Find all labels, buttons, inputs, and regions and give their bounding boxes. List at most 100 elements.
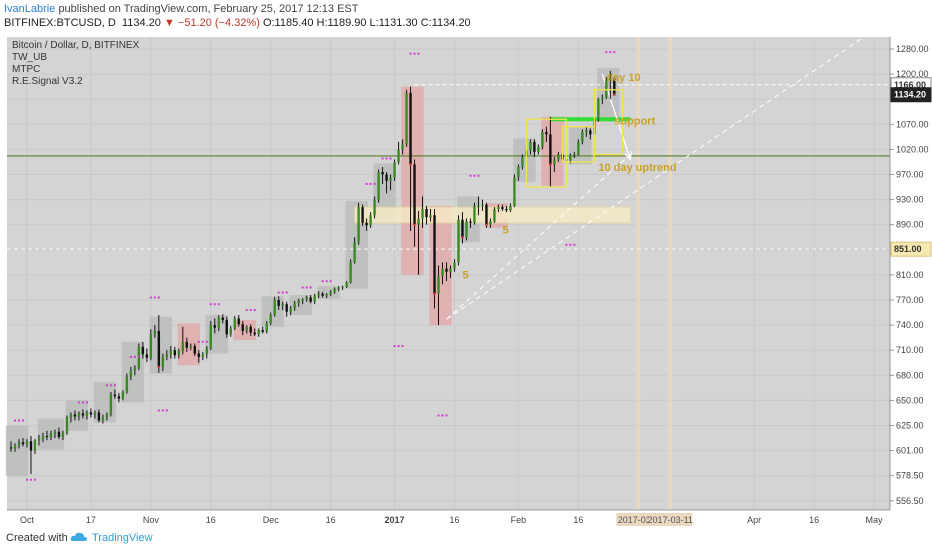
candle-body: [97, 412, 101, 421]
candle-marker: [549, 163, 552, 166]
candle-body: [401, 144, 404, 150]
candle-body: [381, 171, 384, 175]
vertical-markers: [636, 37, 673, 510]
x-tick-label: Feb: [511, 515, 527, 525]
candle-body: [489, 221, 492, 225]
candle-body: [321, 293, 324, 296]
candle-body: [9, 447, 13, 449]
period-block: [261, 296, 284, 327]
y-tick-label: 1280.00: [896, 44, 929, 54]
y-tick-label: 970.00: [896, 170, 924, 180]
x-tick-label: 2017: [385, 515, 405, 525]
candle-body: [461, 219, 464, 238]
candle-body: [589, 130, 592, 135]
candle-body: [273, 300, 276, 316]
candle-body: [333, 288, 336, 292]
candle-body: [109, 394, 113, 415]
candle-body: [341, 286, 344, 288]
candle-body: [441, 268, 444, 277]
candle-body: [101, 417, 105, 421]
candle-body: [125, 376, 129, 393]
signal-dot: [157, 409, 160, 412]
candle-body: [449, 268, 452, 272]
x-tick-label: Nov: [143, 515, 160, 525]
candle-body: [173, 350, 177, 356]
candle-body: [389, 177, 392, 181]
price-label-box: [890, 241, 932, 257]
signal-dot: [381, 157, 384, 160]
candle-body: [357, 207, 360, 243]
candle-body: [105, 414, 109, 418]
signal-dot: [157, 296, 160, 299]
author-link[interactable]: IvanLabrie: [4, 3, 56, 15]
candle-body: [417, 218, 420, 225]
period-block: [289, 294, 312, 316]
legend-item: MTPC: [12, 64, 40, 75]
signal-dot: [21, 419, 24, 422]
date-marker-label: 2017-03-0: [618, 515, 659, 525]
y-tick-label: 710.00: [896, 345, 924, 355]
signal-dot: [325, 280, 328, 283]
candle-body: [117, 396, 121, 399]
signal-dot: [253, 309, 256, 312]
candle-body: [197, 353, 200, 357]
candle-body: [121, 392, 125, 399]
candle-body: [161, 356, 165, 367]
ohlc-values: O:1185.40 H:1189.90 L:1131.30 C:1134.20: [262, 17, 471, 29]
candle-body: [465, 221, 468, 238]
candle-body: [457, 219, 460, 263]
x-tick-label: 16: [326, 515, 336, 525]
candle-body: [485, 204, 488, 225]
annotation-label: 5: [502, 225, 508, 237]
price-chart[interactable]: day 10 support 10 day uptrend 5 5 1280.00 120…: [0, 34, 932, 526]
signal-dot: [129, 355, 132, 358]
candle-body: [573, 154, 576, 156]
candle-body: [233, 318, 236, 329]
signal-dot: [213, 303, 216, 306]
x-tick-label: May: [866, 515, 884, 525]
signal-dot: [385, 157, 388, 160]
candle-body: [65, 417, 69, 433]
date-marker-box: [648, 513, 693, 526]
candle-body: [329, 291, 332, 295]
publish-info: IvanLabrie published on TradingView.com,…: [4, 3, 358, 15]
period-block: [121, 341, 145, 403]
signal-dot: [281, 291, 284, 294]
candle-body: [557, 154, 560, 160]
price-label-box: [890, 87, 932, 103]
x-tick-label: 16: [206, 515, 216, 525]
candle-body: [209, 325, 212, 349]
signal-dot: [609, 51, 612, 54]
candle-body: [393, 161, 396, 178]
signal-dot: [445, 414, 448, 417]
candle-body: [349, 262, 352, 283]
y-tick-label: 650.00: [896, 395, 924, 405]
candle-body: [297, 300, 300, 304]
x-tick-label: Oct: [20, 515, 35, 525]
candle-body: [141, 346, 145, 355]
period-block: [429, 205, 452, 326]
candle-body: [185, 341, 188, 348]
candle-body: [169, 350, 173, 355]
candle-marker: [413, 223, 416, 226]
candle-body: [537, 146, 540, 152]
candle-body: [453, 262, 456, 269]
candle-body: [505, 209, 508, 211]
candle-body: [49, 433, 53, 438]
candle-body: [581, 131, 584, 142]
candle-body: [385, 174, 388, 181]
price-label: 1134.20: [894, 90, 926, 100]
price-change: ▼ −51.20 (−4.32%): [163, 17, 260, 29]
candle-body: [605, 80, 608, 98]
candle-body: [181, 341, 184, 352]
candle-body: [149, 334, 153, 358]
resistance-zone: [354, 206, 631, 224]
candle-body: [337, 287, 340, 289]
candle-body: [277, 300, 280, 306]
candle-body: [305, 297, 308, 300]
tradingview-logo-text[interactable]: TradingView: [92, 532, 153, 544]
signal-dots: [13, 51, 616, 481]
x-tick-label: Apr: [747, 515, 761, 525]
candle-body: [437, 276, 440, 294]
signal-dot: [17, 419, 20, 422]
